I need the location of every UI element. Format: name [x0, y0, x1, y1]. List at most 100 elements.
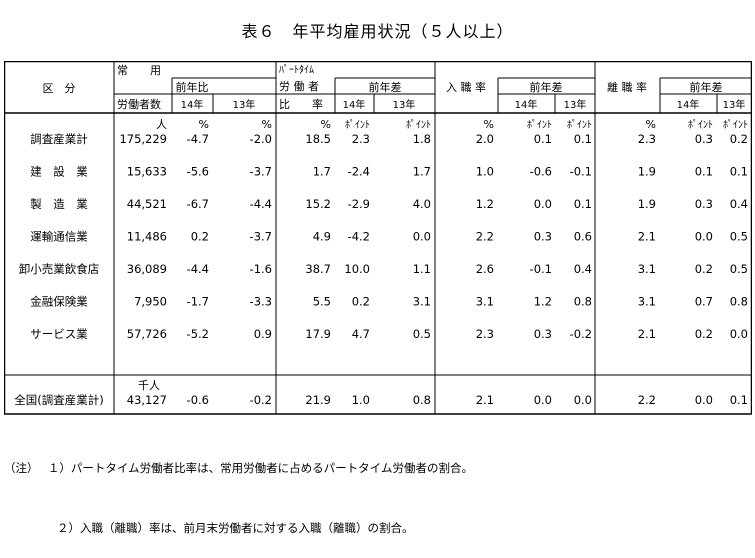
row-7-label: サービス業: [30, 327, 88, 341]
row-total-count: 43,127: [127, 393, 167, 407]
row-7-rr: 2.1: [638, 327, 656, 341]
row-2-r13: -3.7: [250, 165, 272, 179]
header-zennensa-1: 前年差: [369, 80, 402, 94]
row-7-count: 57,726: [127, 327, 167, 341]
row-1-p14: 2.3: [352, 132, 370, 146]
row-2-x14: 0.1: [695, 165, 713, 179]
header-rishoku: 離 職 率: [607, 80, 647, 94]
header-14-3: 14年: [515, 98, 538, 111]
row-2-n13: -0.1: [570, 165, 592, 179]
row-3-p13: 4.0: [413, 197, 431, 211]
row-6-p14: 0.2: [352, 295, 370, 309]
unit-pt-3: ﾎﾟｲﾝﾄ: [527, 119, 552, 131]
row-5-nr: 2.6: [476, 262, 494, 276]
row-5-x14: 0.2: [695, 262, 713, 276]
row-total-p14: 1.0: [352, 393, 370, 407]
row-6-pr: 5.5: [313, 295, 331, 309]
row-total-nr: 2.1: [476, 393, 494, 407]
notes-prefix: （注）: [4, 461, 33, 475]
row-2-nr: 1.0: [476, 165, 494, 179]
row-6-x14: 0.7: [695, 295, 713, 309]
table-notes: （注） １）パートタイム労働者比率は、常用労働者に占めるパートタイム労働者の割合…: [4, 418, 473, 558]
header-rodosha: 労 働 者: [279, 79, 319, 93]
row-5-label: 卸小売業飲食店: [19, 262, 100, 276]
header-kubun: 区 分: [43, 82, 76, 95]
row-6-n14: 1.2: [534, 295, 552, 309]
header-rodoshasu: 労働者数: [117, 97, 161, 111]
row-4-label: 運輸通信業: [30, 230, 88, 244]
header-13-3: 13年: [564, 98, 587, 111]
row-4-rr: 2.1: [638, 230, 656, 244]
row-1-x13: 0.2: [730, 132, 748, 146]
row-3-p14: -2.9: [348, 197, 370, 211]
row-4-n13: 0.6: [574, 230, 592, 244]
row-5-pr: 38.7: [305, 262, 331, 276]
note-1: １）パートタイム労働者比率は、常用労働者に占めるパートタイム労働者の割合。: [47, 461, 473, 475]
row-2-n14: -0.6: [530, 165, 552, 179]
row-4-n14: 0.3: [534, 230, 552, 244]
unit-sennin: 千人: [138, 379, 160, 392]
row-5-p14: 10.0: [344, 262, 370, 276]
row-1-pr: 18.5: [305, 132, 331, 146]
row-7-x13: 0.0: [730, 327, 748, 341]
row-1-nr: 2.0: [476, 132, 494, 146]
row-total-label: 全国(調査産業計): [14, 393, 103, 407]
header-14-2: 14年: [343, 98, 366, 111]
row-2-x13: 0.1: [730, 165, 748, 179]
row-4-p14: -4.2: [348, 230, 370, 244]
row-3-x14: 0.3: [695, 197, 713, 211]
row-5-r13: -1.6: [250, 262, 272, 276]
unit-pct-2: %: [262, 118, 272, 131]
row-6-rr: 3.1: [638, 295, 656, 309]
row-3-count: 44,521: [127, 197, 167, 211]
row-6-label: 金融保険業: [30, 295, 88, 309]
row-4-pr: 4.9: [313, 230, 331, 244]
row-1-n13: 0.1: [574, 132, 592, 146]
row-total-rr: 2.2: [638, 393, 656, 407]
row-total-n13: 0.0: [574, 393, 592, 407]
row-4-r13: -3.7: [250, 230, 272, 244]
unit-pct-3: %: [321, 118, 331, 131]
row-2-pr: 1.7: [313, 165, 331, 179]
header-hiritsu: 比 率: [279, 97, 323, 111]
row-1-r14: -4.7: [187, 132, 209, 146]
row-total-p13: 0.8: [413, 393, 431, 407]
unit-pct-4: %: [484, 118, 494, 131]
row-5-count: 36,089: [127, 262, 167, 276]
header-14-4: 14年: [677, 98, 700, 111]
header-parttime: ﾊﾟｰﾄﾀｲﾑ: [279, 64, 314, 76]
row-5-p13: 1.1: [413, 262, 431, 276]
row-2-r14: -5.6: [187, 165, 209, 179]
row-2-p13: 1.7: [413, 165, 431, 179]
row-5-n13: 0.4: [574, 262, 592, 276]
page-title: 表６ 年平均雇用状況（５人以上）: [241, 22, 514, 41]
row-7-n14: 0.3: [534, 327, 552, 341]
row-6-r13: -3.3: [250, 295, 272, 309]
row-3-nr: 1.2: [476, 197, 494, 211]
unit-pct-5: %: [646, 118, 656, 131]
row-7-r14: -5.2: [187, 327, 209, 341]
row-1-x14: 0.3: [695, 132, 713, 146]
row-1-count: 175,229: [119, 132, 167, 146]
row-1-p13: 1.8: [413, 132, 431, 146]
row-3-r13: -4.4: [250, 197, 272, 211]
row-7-p13: 0.5: [413, 327, 431, 341]
row-6-count: 7,950: [134, 295, 167, 309]
row-3-r14: -6.7: [187, 197, 209, 211]
row-3-n13: 0.1: [574, 197, 592, 211]
row-7-r13: 0.9: [254, 327, 272, 341]
row-1-n14: 0.1: [534, 132, 552, 146]
row-6-p13: 3.1: [413, 295, 431, 309]
row-3-x13: 0.4: [730, 197, 748, 211]
row-1-r13: -2.0: [250, 132, 272, 146]
row-4-p13: 0.0: [413, 230, 431, 244]
unit-pct-1: %: [199, 118, 209, 131]
row-7-p14: 4.7: [352, 327, 370, 341]
header-zennensa-2: 前年差: [530, 80, 563, 94]
row-6-n13: 0.8: [574, 295, 592, 309]
row-7-nr: 2.3: [476, 327, 494, 341]
row-5-rr: 3.1: [638, 262, 656, 276]
row-total-x13: 0.1: [730, 393, 748, 407]
header-13-4: 13年: [723, 98, 746, 111]
